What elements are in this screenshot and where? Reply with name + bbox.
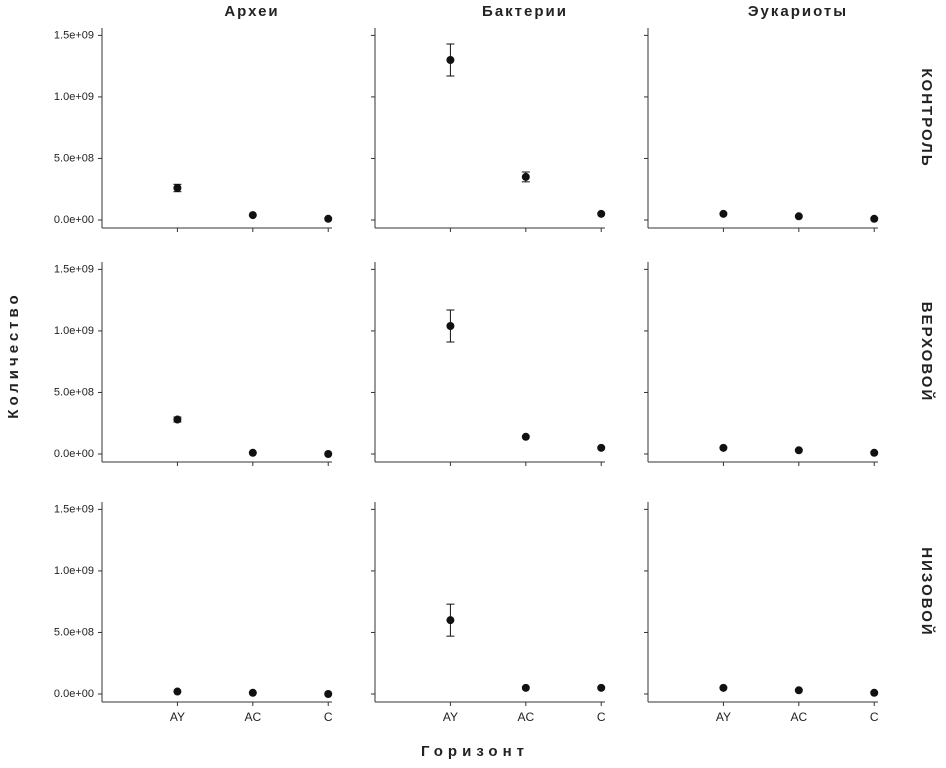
point [794, 686, 803, 695]
y-tick-label: 5.0e+08 [54, 386, 94, 398]
point [446, 56, 455, 64]
point [870, 214, 879, 223]
x-tick-label: AC [244, 710, 261, 724]
point [173, 184, 182, 192]
point [248, 448, 257, 457]
y-tick-label: 5.0e+08 [54, 152, 94, 164]
row-title: КОНТРОЛЬ [918, 68, 935, 167]
point [248, 211, 257, 220]
point [794, 446, 803, 455]
point [719, 683, 728, 692]
x-tick-label: C [597, 710, 606, 724]
point [597, 683, 606, 692]
point [521, 432, 530, 441]
point [324, 690, 333, 698]
point [870, 688, 879, 697]
y-tick-label: 1.0e+09 [54, 565, 94, 577]
y-tick-label: 0.0e+00 [54, 688, 94, 700]
point [446, 616, 455, 625]
column-title: Бактерии [482, 3, 568, 20]
y-tick-label: 1.5e+09 [54, 29, 94, 41]
point [794, 212, 803, 221]
y-tick-label: 1.5e+09 [54, 263, 94, 275]
x-axis-label: Горизонт [421, 743, 529, 760]
point [719, 209, 728, 218]
point [521, 172, 530, 181]
point [446, 322, 455, 330]
point [173, 687, 182, 696]
row-title: ВЕРХОВОЙ [918, 302, 936, 402]
y-tick-label: 0.0e+00 [54, 214, 94, 226]
y-tick-label: 1.0e+09 [54, 325, 94, 337]
point [597, 443, 606, 452]
x-tick-label: AY [716, 710, 731, 724]
point [870, 448, 879, 457]
y-tick-label: 5.0e+08 [54, 626, 94, 638]
column-title: Эукариоты [748, 3, 848, 20]
column-title: Археи [224, 3, 279, 20]
point [173, 415, 182, 424]
x-tick-label: AY [443, 710, 458, 724]
x-tick-label: AC [790, 710, 807, 724]
point [324, 450, 333, 458]
y-tick-label: 0.0e+00 [54, 448, 94, 460]
y-axis-label: Количество [5, 291, 22, 418]
point [248, 688, 257, 697]
row-title: НИЗОВОЙ [918, 547, 936, 636]
point [521, 683, 530, 692]
y-tick-label: 1.5e+09 [54, 503, 94, 515]
x-tick-label: C [870, 710, 879, 724]
x-tick-label: C [324, 710, 333, 724]
y-tick-label: 1.0e+09 [54, 91, 94, 103]
x-tick-label: AY [170, 710, 185, 724]
x-tick-label: AC [517, 710, 534, 724]
point [597, 209, 606, 218]
point [324, 214, 333, 223]
point [719, 443, 728, 452]
